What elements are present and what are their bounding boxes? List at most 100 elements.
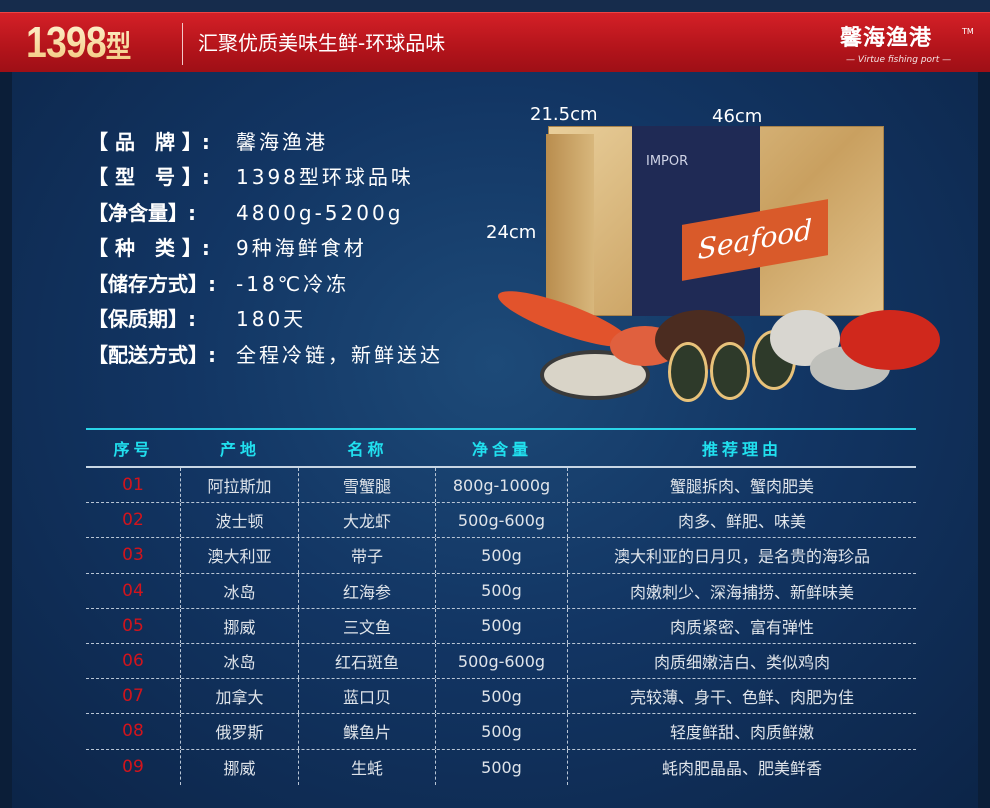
cell-reason: 肉嫩刺少、深海捕捞、新鲜味美 (629, 582, 854, 602)
table-row: 06 冰岛 红石斑鱼 500g-600g 肉质细嫩洁白、类似鸡肉 (86, 643, 916, 680)
cell-net-weight: 800g-1000g (436, 468, 568, 503)
brand-logo: 馨海渔港 (840, 26, 933, 51)
col-header-reason: 推荐理由 (701, 440, 782, 459)
cell-reason: 壳较薄、身干、色鲜、肉肥为佳 (629, 688, 854, 708)
cell-net-weight: 500g (436, 608, 568, 643)
cell-item-name: 红石斑鱼 (299, 643, 436, 679)
cell-net-weight: 500g (436, 714, 568, 749)
mussel (710, 342, 750, 400)
table-row: 04 冰岛 红海参 500g 肉嫩刺少、深海捕捞、新鲜味美 (86, 573, 916, 609)
cell-reason: 蚝肉肥晶晶、肥美鲜香 (661, 759, 822, 779)
col-header-name: 名称 (347, 440, 388, 459)
right-border (978, 72, 990, 808)
cell-row-number: 04 (86, 573, 181, 608)
col-header-number: 序号 (113, 440, 154, 459)
model-number-digits: 1398 (26, 18, 106, 67)
cell-origin: 波士顿 (181, 503, 299, 538)
spec-value: 4800g-5200g (236, 200, 404, 225)
cell-origin: 挪威 (181, 608, 299, 643)
product-image: 21.5cm 46cm 24cm IMPOR Seafood (486, 100, 950, 420)
product-table: 序号 产地 名称 净含量 推荐理由 01 阿拉斯加 雪蟹腿 800g-1000g 蟹腿拆… (86, 428, 916, 785)
spec-label: 【 型 号 】: (88, 165, 210, 190)
spec-net-weight: 【净含量】: 4800g-5200g (88, 195, 443, 231)
spec-storage: 【储存方式】: -18℃冷冻 (88, 266, 443, 302)
spec-label: 【配送方式】: (88, 342, 216, 367)
cell-net-weight: 500g (436, 573, 568, 608)
spec-label: 【净含量】: (88, 200, 196, 225)
box-label: IMPOR (646, 154, 689, 169)
spec-shelf-life: 【保质期】: 180天 (88, 302, 443, 338)
table-row: 09 挪威 生蚝 500g 蚝肉肥晶晶、肥美鲜香 (86, 749, 916, 785)
slogan: 汇聚优质美味生鲜-环球品味 (198, 31, 446, 55)
col-header-origin: 产地 (219, 440, 260, 459)
cell-origin: 俄罗斯 (181, 714, 299, 749)
cell-row-number: 08 (86, 714, 181, 749)
cell-reason: 肉质细嫩洁白、类似鸡肉 (653, 653, 830, 673)
depth-label: 21.5cm (530, 104, 598, 125)
table-row: 03 澳大利亚 带子 500g 澳大利亚的日月贝，是名贵的海珍品 (86, 538, 916, 574)
cell-item-name: 雪蟹腿 (299, 468, 436, 503)
table-body: 01 阿拉斯加 雪蟹腿 800g-1000g 蟹腿拆肉、蟹肉肥美 02 波士顿 大龙虾 500g… (86, 468, 916, 785)
cell-item-name: 鲽鱼片 (299, 714, 436, 749)
cell-row-number: 05 (86, 608, 181, 643)
lobster (840, 310, 940, 370)
cell-net-weight: 500g (436, 538, 568, 573)
cell-origin: 加拿大 (181, 679, 299, 714)
spec-value: 180天 (236, 307, 307, 332)
cell-row-number: 02 (86, 503, 181, 538)
top-strip (0, 0, 990, 12)
cell-net-weight: 500g-600g (436, 503, 568, 538)
spec-label: 【 品 牌 】: (88, 129, 210, 154)
header-banner: 1398型 汇聚优质美味生鲜-环球品味 馨海渔港 — Virtue fishin… (0, 12, 990, 72)
spec-label: 【保质期】: (88, 307, 196, 332)
cell-item-name: 带子 (299, 538, 436, 573)
spec-value: -18℃冷冻 (236, 271, 350, 296)
cell-reason: 澳大利亚的日月贝，是名贵的海珍品 (613, 547, 870, 567)
spec-value: 9种海鲜食材 (236, 236, 367, 261)
gift-box-side (546, 134, 594, 316)
cell-origin: 澳大利亚 (181, 538, 299, 573)
cell-origin: 冰岛 (181, 643, 299, 679)
brand-tagline: — Virtue fishing port — (846, 55, 952, 65)
spec-delivery: 【配送方式】: 全程冷链，新鲜送达 (88, 337, 443, 373)
model-number: 1398型 (26, 17, 130, 74)
mussel (668, 342, 708, 402)
left-border (0, 72, 12, 808)
cell-row-number: 01 (86, 468, 181, 503)
col-header-weight: 净含量 (471, 440, 532, 459)
height-label: 24cm (486, 222, 537, 243)
cell-row-number: 03 (86, 538, 181, 573)
cell-reason: 肉多、鲜肥、味美 (677, 512, 806, 532)
spec-list: 【 品 牌 】: 馨海渔港 【 型 号 】: 1398型环球品味 【净含量】: 480… (88, 124, 443, 373)
spec-value: 1398型环球品味 (236, 165, 414, 190)
model-suffix: 型 (105, 31, 131, 64)
table-row: 01 阿拉斯加 雪蟹腿 800g-1000g 蟹腿拆肉、蟹肉肥美 (86, 468, 916, 504)
spec-value: 馨海渔港 (236, 129, 328, 154)
table-row: 08 俄罗斯 鲽鱼片 500g 轻度鲜甜、肉质鲜嫩 (86, 714, 916, 750)
seafood-assortment (490, 280, 950, 410)
cell-net-weight: 500g-600g (436, 643, 568, 679)
spec-label: 【 种 类 】: (88, 236, 210, 261)
cell-item-name: 红海参 (299, 573, 436, 608)
cell-reason: 肉质紧密、富有弹性 (669, 617, 814, 637)
spec-brand: 【 品 牌 】: 馨海渔港 (88, 124, 443, 160)
cell-reason: 轻度鲜甜、肉质鲜嫩 (669, 723, 814, 743)
cell-origin: 挪威 (181, 749, 299, 785)
width-label: 46cm (712, 106, 763, 127)
table-row: 05 挪威 三文鱼 500g 肉质紧密、富有弹性 (86, 608, 916, 644)
spec-label: 【储存方式】: (88, 271, 216, 296)
spec-category: 【 种 类 】: 9种海鲜食材 (88, 231, 443, 267)
header-divider (182, 23, 183, 65)
table-row: 02 波士顿 大龙虾 500g-600g 肉多、鲜肥、味美 (86, 503, 916, 539)
spec-model: 【 型 号 】: 1398型环球品味 (88, 160, 443, 196)
cell-row-number: 06 (86, 643, 181, 679)
table-header: 序号 产地 名称 净含量 推荐理由 (86, 428, 916, 468)
cell-reason: 蟹腿拆肉、蟹肉肥美 (669, 477, 814, 497)
fish-fillet-plate (540, 350, 650, 400)
cell-row-number: 09 (86, 749, 181, 785)
cell-origin: 冰岛 (181, 573, 299, 608)
cell-item-name: 生蚝 (299, 749, 436, 785)
cell-row-number: 07 (86, 679, 181, 714)
cell-item-name: 三文鱼 (299, 608, 436, 643)
cell-item-name: 蓝口贝 (299, 679, 436, 714)
